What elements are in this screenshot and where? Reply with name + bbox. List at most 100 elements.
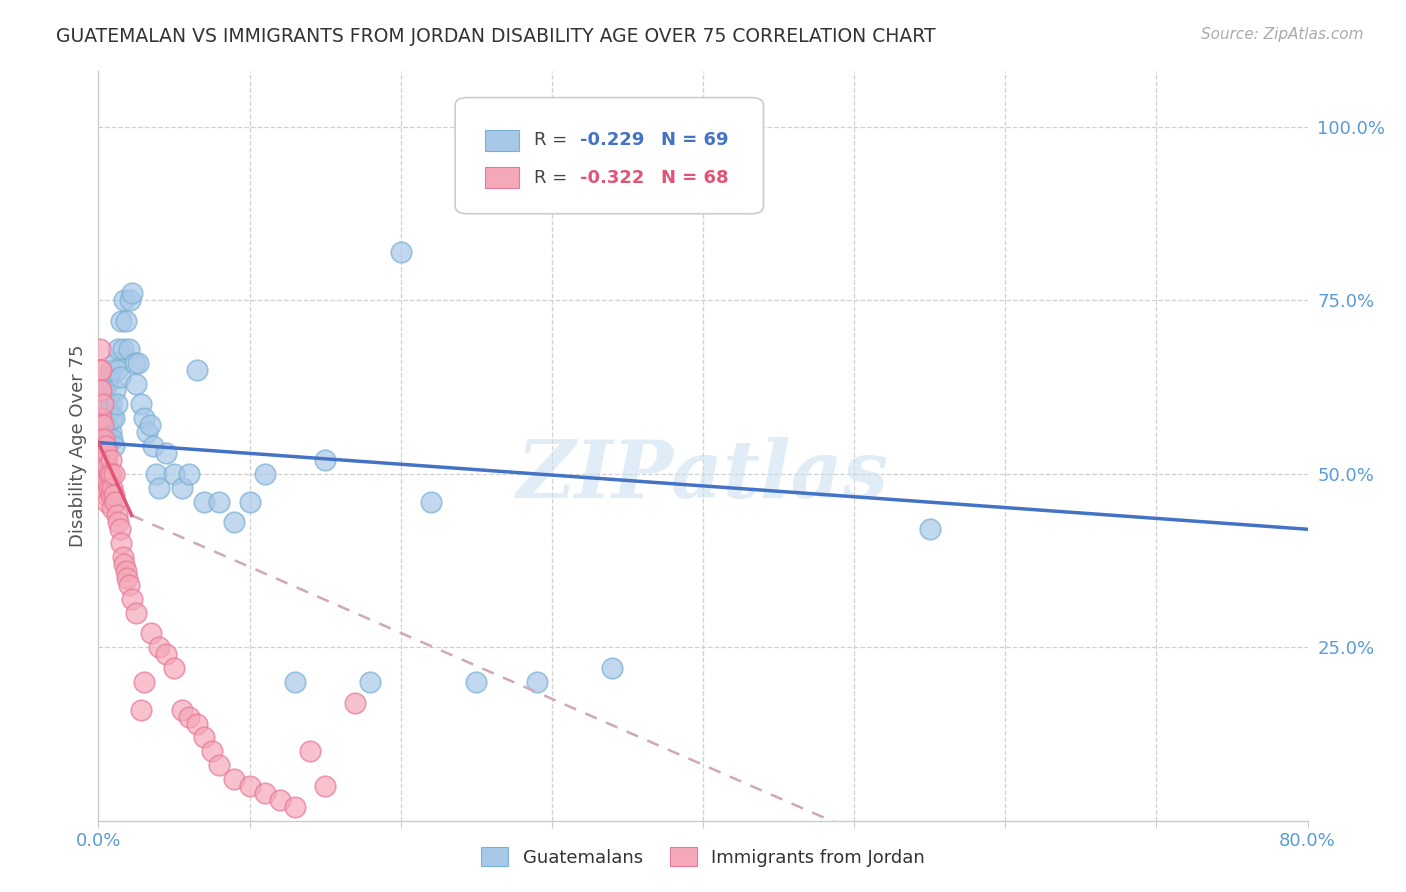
Point xyxy=(105,362,128,376)
Point xyxy=(90,384,112,398)
Point xyxy=(389,244,412,259)
Point xyxy=(420,494,443,508)
Point xyxy=(100,397,122,411)
Point xyxy=(129,397,152,411)
Point xyxy=(224,516,246,530)
Point xyxy=(93,411,115,425)
Text: -0.229: -0.229 xyxy=(579,131,644,150)
Point xyxy=(107,342,129,356)
Point xyxy=(314,779,336,793)
Y-axis label: Disability Age Over 75: Disability Age Over 75 xyxy=(69,344,87,548)
Point xyxy=(104,384,127,398)
Point xyxy=(253,786,276,800)
Point xyxy=(89,342,111,356)
Point xyxy=(111,549,134,564)
Point xyxy=(96,459,118,474)
Point xyxy=(100,467,122,481)
Point xyxy=(94,453,117,467)
Point xyxy=(139,418,162,433)
Text: N = 68: N = 68 xyxy=(661,169,728,187)
Point xyxy=(89,453,111,467)
Point xyxy=(107,516,129,530)
Point xyxy=(94,487,117,501)
Point xyxy=(105,508,128,523)
Point xyxy=(90,453,112,467)
Point xyxy=(344,696,367,710)
Point xyxy=(526,674,548,689)
Point xyxy=(91,418,114,433)
FancyBboxPatch shape xyxy=(456,97,763,214)
Point xyxy=(94,467,117,481)
Point xyxy=(96,439,118,453)
Point xyxy=(179,467,201,481)
Point xyxy=(108,369,131,384)
Point xyxy=(114,564,136,578)
Point xyxy=(96,494,118,508)
Point xyxy=(90,411,112,425)
Point xyxy=(193,731,215,745)
Point xyxy=(127,356,149,370)
Point xyxy=(465,674,488,689)
Point xyxy=(193,494,215,508)
Text: ZIPatlas: ZIPatlas xyxy=(517,437,889,515)
Point xyxy=(91,439,114,453)
Point xyxy=(98,404,121,418)
Point xyxy=(89,384,111,398)
Point xyxy=(91,397,114,411)
Point xyxy=(90,432,112,446)
Point xyxy=(125,376,148,391)
Point xyxy=(170,703,193,717)
Point xyxy=(110,536,132,550)
Point xyxy=(201,744,224,758)
Point xyxy=(89,439,111,453)
Point xyxy=(91,481,114,495)
Point xyxy=(96,446,118,460)
Point xyxy=(90,453,112,467)
Point xyxy=(118,578,141,592)
Point xyxy=(93,432,115,446)
Point xyxy=(103,487,125,501)
Point xyxy=(163,661,186,675)
Point xyxy=(360,674,382,689)
Point xyxy=(125,606,148,620)
Point xyxy=(124,356,146,370)
Text: -0.322: -0.322 xyxy=(579,169,644,187)
Point xyxy=(103,439,125,453)
Point xyxy=(98,369,121,384)
Point xyxy=(155,446,177,460)
Point xyxy=(284,674,307,689)
Point xyxy=(104,356,127,370)
Point xyxy=(115,571,138,585)
Point xyxy=(112,293,135,308)
Point xyxy=(100,453,122,467)
Point xyxy=(91,446,114,460)
Point xyxy=(163,467,186,481)
Point xyxy=(111,342,134,356)
Point xyxy=(94,439,117,453)
Point xyxy=(91,397,114,411)
Point xyxy=(98,467,121,481)
Point xyxy=(132,411,155,425)
Point xyxy=(120,293,142,308)
Point xyxy=(98,432,121,446)
Point xyxy=(89,362,111,376)
Point xyxy=(239,779,262,793)
Point xyxy=(284,799,307,814)
Point xyxy=(224,772,246,786)
Point xyxy=(118,342,141,356)
Point xyxy=(142,439,165,453)
Point xyxy=(93,453,115,467)
Point xyxy=(94,397,117,411)
Bar xyxy=(485,130,519,151)
Text: Source: ZipAtlas.com: Source: ZipAtlas.com xyxy=(1201,27,1364,42)
Point xyxy=(101,501,124,516)
Point xyxy=(918,522,941,536)
Point xyxy=(314,453,336,467)
Point xyxy=(91,459,114,474)
Point xyxy=(121,286,143,301)
Point xyxy=(253,467,276,481)
Point xyxy=(602,661,624,675)
Point xyxy=(89,411,111,425)
Point xyxy=(114,314,136,328)
Point xyxy=(103,411,125,425)
